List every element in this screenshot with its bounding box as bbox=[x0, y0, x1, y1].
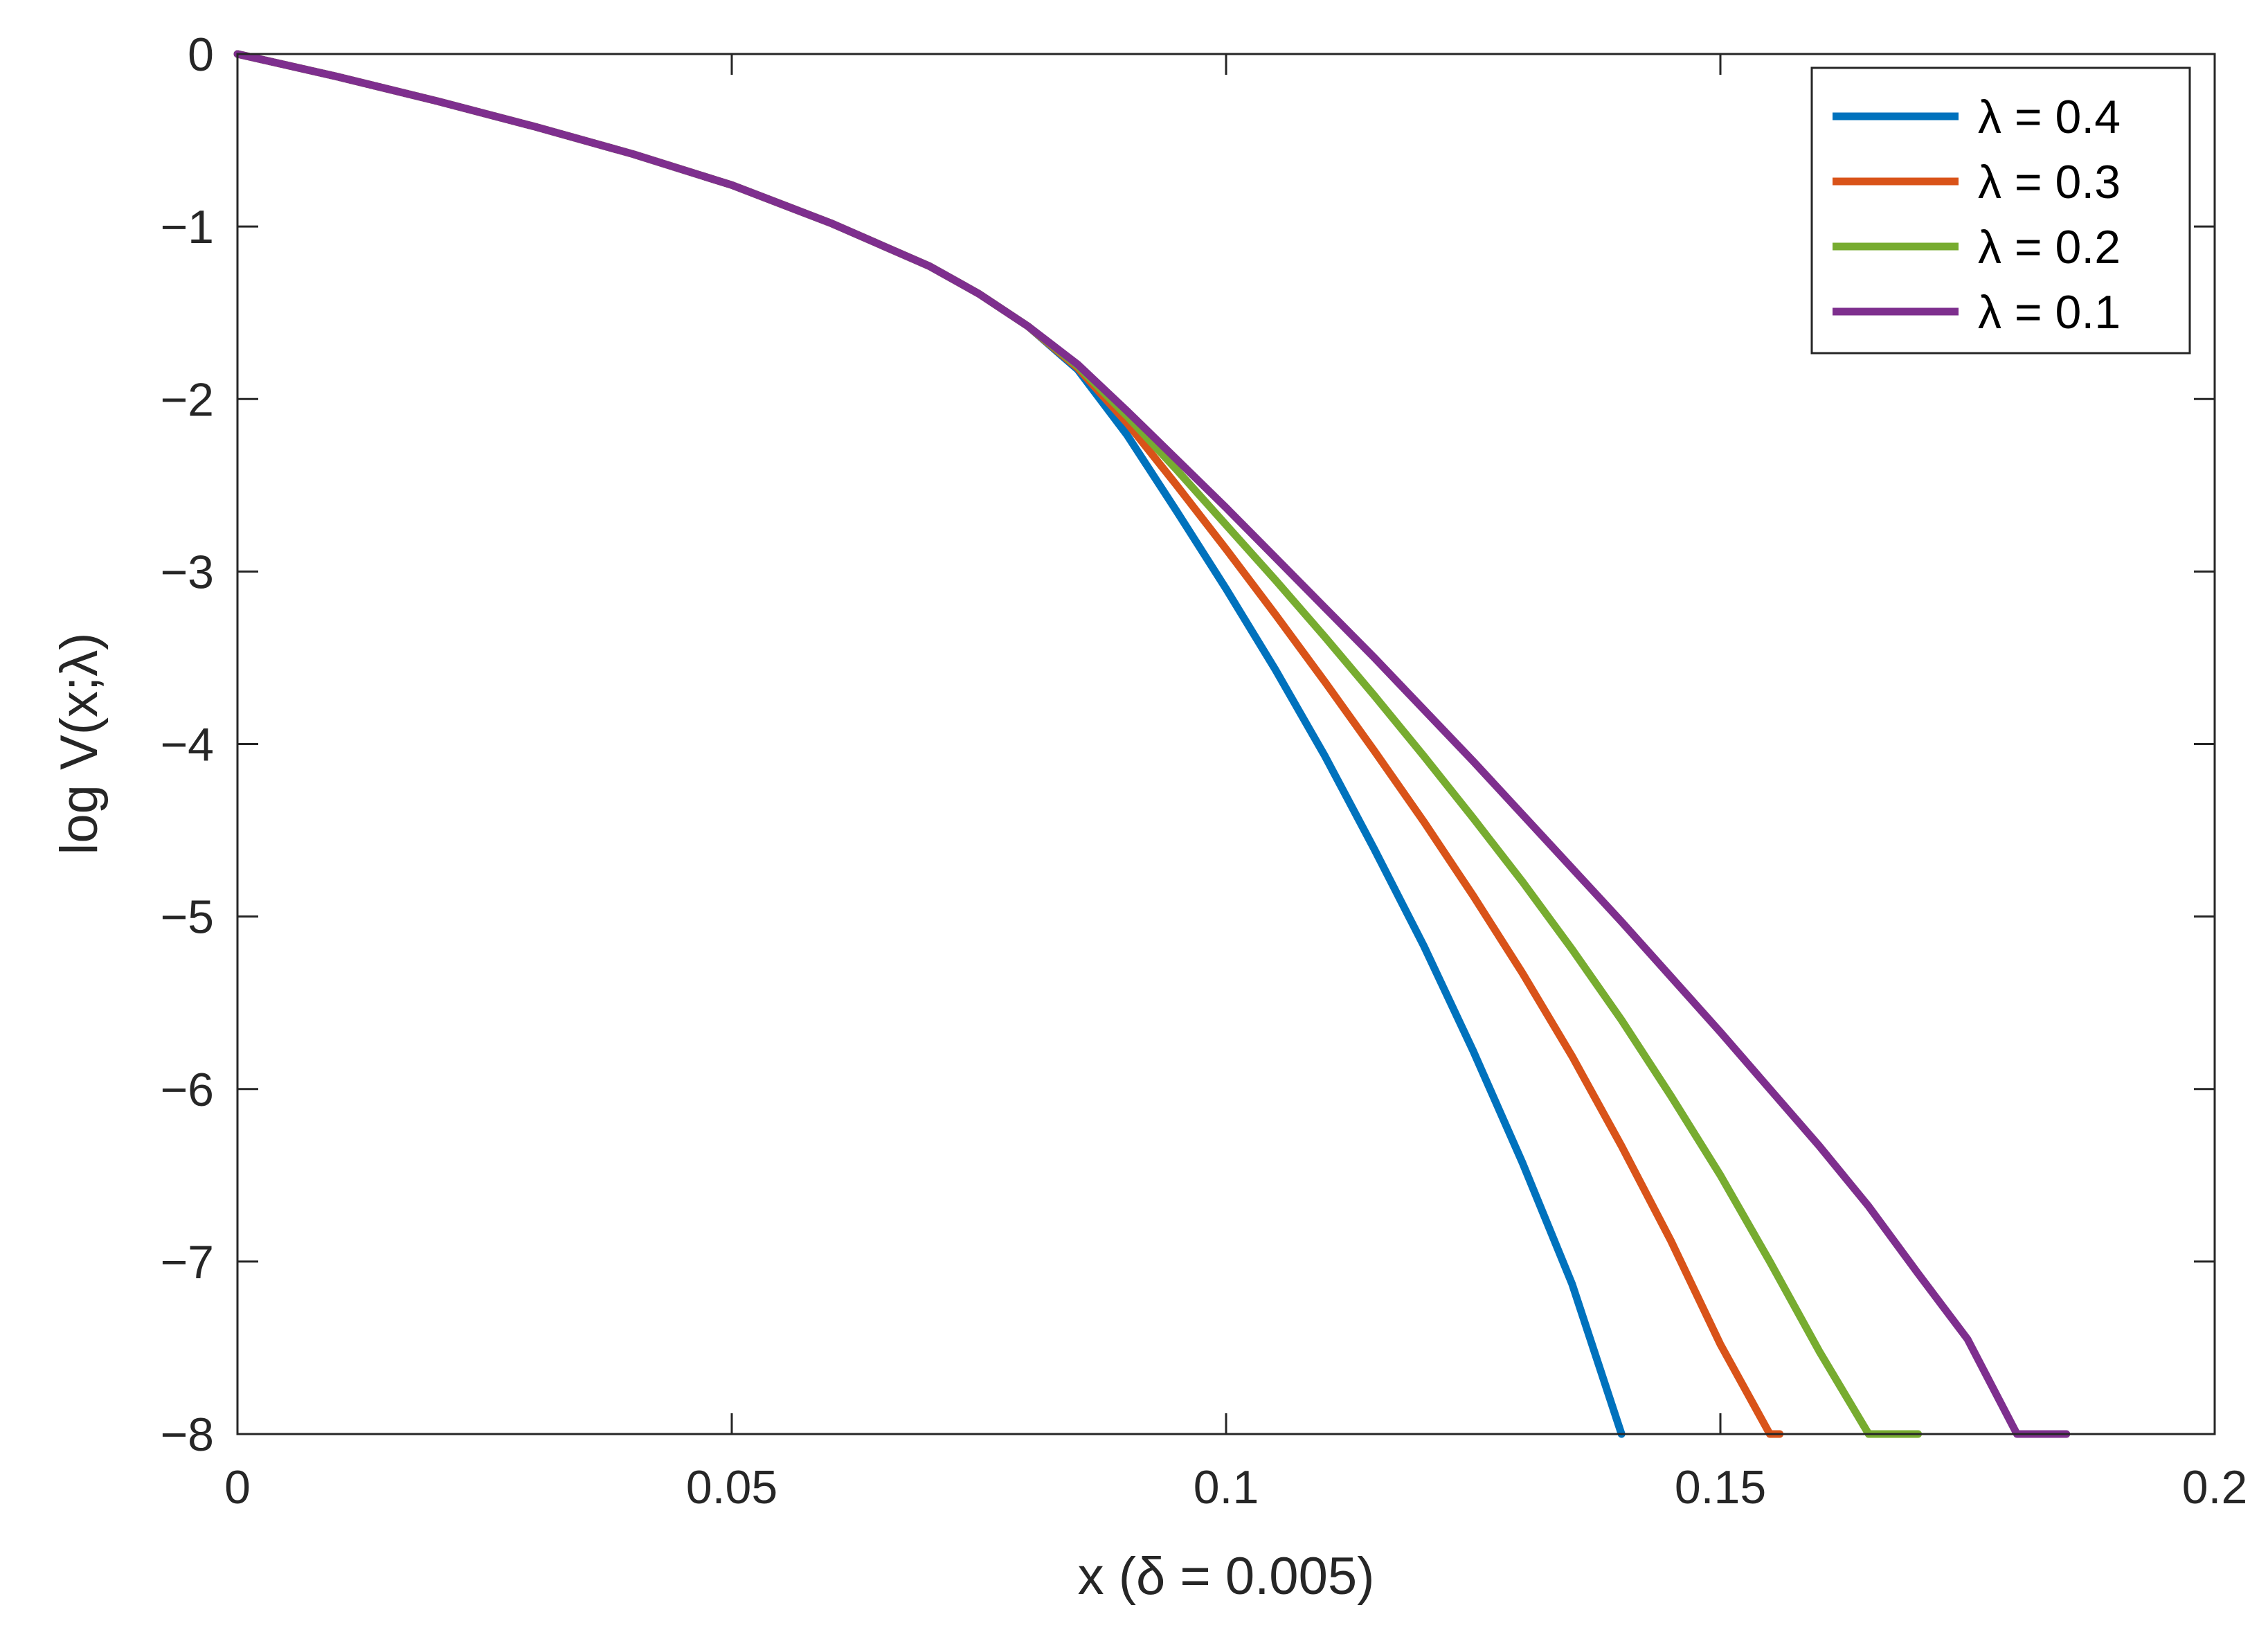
legend: λ = 0.4 λ = 0.3 λ = 0.2 λ = 0.1 bbox=[1810, 66, 2191, 355]
x-tick-label: 0.2 bbox=[2182, 1461, 2248, 1514]
y-tick-label: −3 bbox=[160, 546, 214, 598]
x-tick-label: 0 bbox=[224, 1461, 251, 1514]
x-axis-title: x (δ = 0.005) bbox=[1078, 1547, 1375, 1606]
y-tick-label: −4 bbox=[160, 719, 214, 771]
y-tick-label: −7 bbox=[160, 1236, 214, 1289]
x-tick-label: 0.15 bbox=[1675, 1461, 1766, 1514]
y-tick-label: −6 bbox=[160, 1064, 214, 1116]
y-axis-title: log V(x;λ) bbox=[50, 633, 109, 855]
legend-label-3: λ = 0.2 bbox=[1978, 221, 2121, 274]
series-lines bbox=[233, 50, 2071, 1438]
legend-label-4: λ = 0.1 bbox=[1978, 286, 2121, 339]
plot-frame bbox=[236, 53, 2216, 1435]
x-tick-label: 0.05 bbox=[686, 1461, 777, 1514]
y-tick-label: −8 bbox=[160, 1408, 214, 1461]
y-tick-label: −2 bbox=[160, 373, 214, 426]
y-tick-label: −1 bbox=[160, 201, 214, 253]
series-line-4 bbox=[233, 50, 2071, 1438]
legend-label-1: λ = 0.4 bbox=[1978, 91, 2121, 143]
y-tick-label: 0 bbox=[188, 28, 214, 81]
legend-label-2: λ = 0.3 bbox=[1978, 156, 2121, 208]
tick-labels: 0 0.05 0.1 0.15 0.2 0 −1 −2 −3 −4 −5 −6 −7 −8 bbox=[160, 28, 2247, 1514]
x-tick-label: 0.1 bbox=[1194, 1461, 1259, 1514]
y-tick-label: −5 bbox=[160, 891, 214, 944]
